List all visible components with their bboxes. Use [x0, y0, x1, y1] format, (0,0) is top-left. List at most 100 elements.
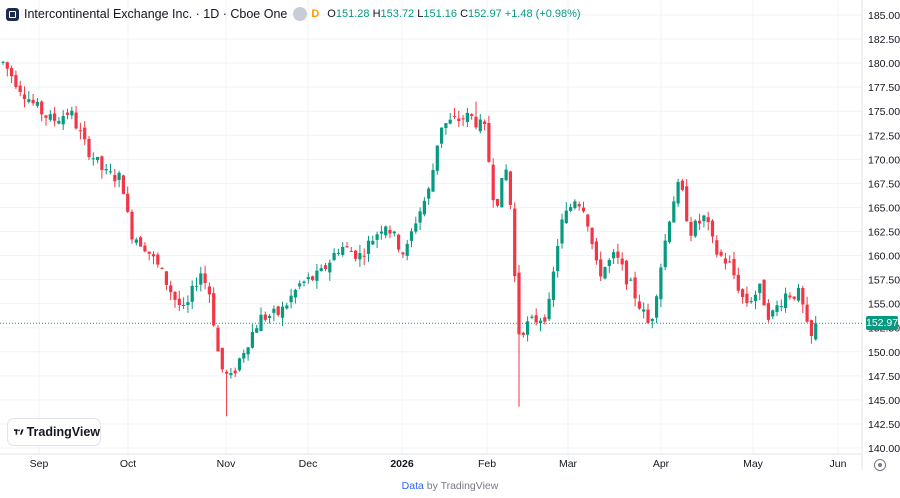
data-link[interactable]: Data — [401, 480, 424, 492]
candle-body — [491, 164, 495, 201]
symbol-title[interactable]: Intercontinental Exchange Inc. · 1D · Cb… — [24, 7, 288, 21]
candle-body — [212, 293, 216, 326]
candle-body — [809, 320, 813, 337]
candle-body — [560, 219, 564, 244]
candle-body — [435, 145, 439, 171]
candle-body — [199, 273, 203, 285]
candle-body — [276, 306, 280, 315]
candle-body — [728, 261, 732, 263]
price-tick-label: 145.00 — [868, 395, 900, 407]
candle-body — [693, 220, 697, 237]
candle-body — [646, 309, 650, 323]
candle-body — [371, 240, 375, 245]
candle-body — [629, 279, 633, 281]
candle-body — [74, 112, 78, 129]
candle-body — [745, 293, 749, 304]
candle-body — [91, 158, 95, 160]
candle-body — [710, 220, 715, 237]
data-credit: Data by TradingView — [0, 480, 900, 492]
candle-body — [440, 127, 444, 144]
candle-body — [624, 260, 629, 285]
candle-body — [508, 171, 512, 205]
candle-body — [126, 193, 130, 212]
candle-body — [655, 296, 659, 318]
last-price-tag: 152.97 — [866, 316, 899, 331]
price-tick-label: 167.50 — [868, 178, 900, 190]
candle-body — [779, 306, 783, 308]
candle-body — [151, 254, 156, 257]
grid-lines — [0, 0, 862, 454]
candle-body — [323, 265, 328, 269]
candle-body — [814, 323, 818, 340]
candle-body — [70, 110, 74, 116]
candle-body — [405, 243, 409, 256]
candle-body — [139, 237, 143, 247]
candle-body — [487, 123, 491, 162]
candle-body — [280, 306, 285, 318]
candle-body — [478, 119, 482, 132]
candle-body — [384, 226, 388, 236]
candle-body — [422, 200, 426, 215]
candle-body — [448, 119, 452, 124]
candle-body — [332, 252, 336, 261]
price-tick-label: 182.50 — [868, 34, 900, 46]
candle-body — [182, 304, 186, 306]
candles — [1, 60, 818, 417]
candle-body — [672, 201, 676, 223]
candle-body — [633, 277, 637, 299]
candle-body — [293, 289, 297, 298]
time-tick-label: Dec — [299, 458, 318, 470]
candle-body — [500, 178, 504, 208]
candle-body — [702, 215, 706, 222]
time-tick-label: Mar — [559, 458, 578, 470]
candle-body — [775, 305, 779, 312]
candle-body — [659, 267, 663, 300]
candle-body — [117, 172, 121, 180]
candle-body — [96, 156, 100, 161]
low-label: L — [417, 8, 424, 20]
delay-badge[interactable]: D — [311, 8, 320, 20]
candle-body — [173, 292, 177, 300]
candle-body — [766, 303, 770, 320]
price-tick-label: 180.00 — [868, 58, 900, 70]
candle-body — [87, 138, 91, 158]
candle-body — [229, 373, 233, 376]
time-tick-label: Feb — [478, 458, 496, 470]
candle-body — [65, 112, 70, 115]
candle-body — [577, 204, 581, 207]
candle-body — [689, 221, 693, 236]
time-tick-label: Nov — [217, 458, 236, 470]
candle-body — [788, 295, 792, 298]
candle-body — [762, 279, 766, 306]
candle-body — [599, 259, 603, 277]
candle-body — [401, 252, 405, 255]
candle-body — [328, 262, 332, 273]
candle-body — [40, 101, 44, 115]
candle-body — [397, 234, 401, 250]
candle-body — [483, 121, 487, 125]
candle-body — [31, 99, 35, 104]
candle-body — [113, 175, 117, 182]
candle-body — [311, 276, 315, 280]
settings-icon[interactable] — [874, 459, 886, 471]
candle-body — [83, 127, 87, 140]
candle-body — [379, 231, 383, 234]
candle-body — [143, 245, 147, 252]
candle-body — [706, 217, 710, 223]
candle-body — [698, 220, 702, 224]
candle-body — [375, 234, 379, 240]
tradingview-logo[interactable]: TradingView — [8, 419, 100, 445]
candle-body — [147, 251, 151, 254]
candle-body — [676, 181, 680, 204]
candle-body — [556, 246, 560, 272]
candle-body — [336, 252, 340, 254]
change-value: +1.48 (+0.98%) — [504, 8, 581, 20]
candle-body — [637, 301, 641, 309]
candle-body — [22, 94, 27, 100]
candle-body — [5, 62, 9, 69]
candle-body — [521, 332, 525, 335]
candle-body — [18, 85, 22, 93]
market-status-icon[interactable] — [293, 7, 308, 21]
close-value: 152.97 — [468, 8, 502, 20]
